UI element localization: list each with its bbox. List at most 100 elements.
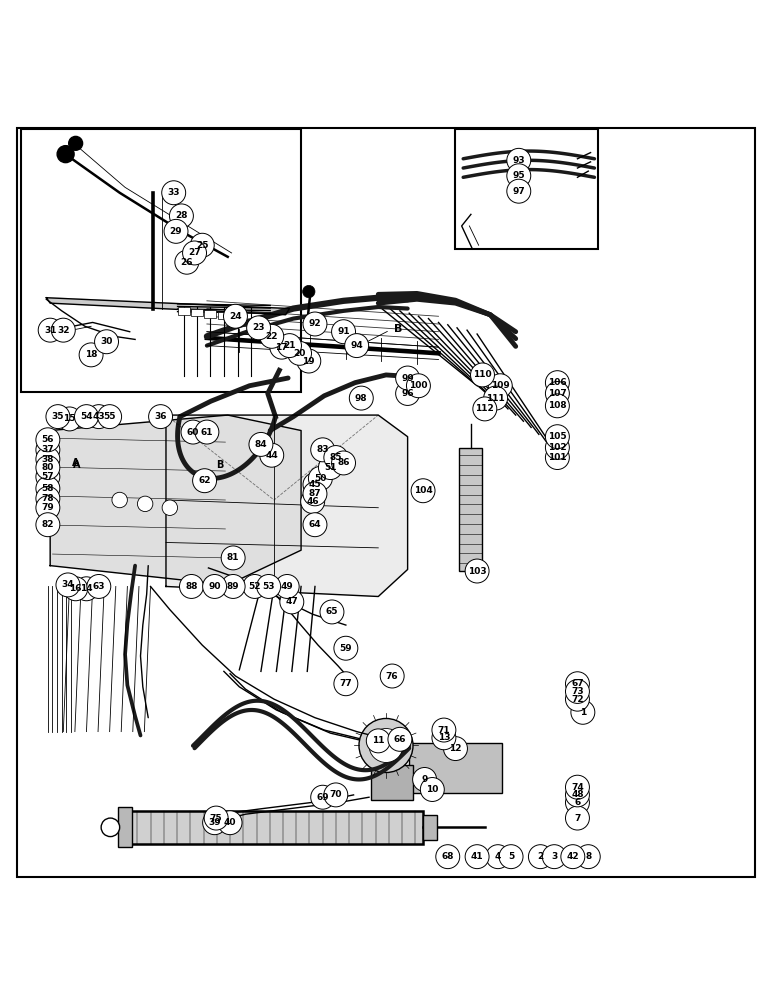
Text: 91: 91 [337,327,350,336]
Text: 66: 66 [394,735,406,744]
Circle shape [303,513,327,537]
Circle shape [483,386,508,410]
Text: 25: 25 [196,241,208,250]
Circle shape [202,574,227,598]
Circle shape [101,818,120,837]
Circle shape [221,574,245,598]
Circle shape [472,397,497,421]
Text: 101: 101 [548,453,567,462]
Circle shape [528,845,553,869]
Text: 94: 94 [350,341,363,350]
Text: 14: 14 [80,584,93,593]
Circle shape [303,312,327,336]
Text: 50: 50 [314,474,327,483]
Circle shape [162,500,178,515]
Circle shape [36,438,59,462]
Text: 57: 57 [42,472,54,481]
Circle shape [545,436,569,459]
Circle shape [545,394,569,418]
Circle shape [488,374,512,398]
Text: 60: 60 [187,428,199,437]
Circle shape [164,219,188,243]
Text: 96: 96 [401,389,414,398]
Text: 44: 44 [266,451,278,460]
Circle shape [470,363,494,387]
Circle shape [86,574,111,598]
Text: 2: 2 [537,852,543,861]
Text: 90: 90 [208,582,221,591]
Bar [423,815,437,840]
Text: 69: 69 [317,793,329,802]
Text: 82: 82 [42,520,54,529]
Circle shape [247,316,271,340]
Circle shape [36,476,59,500]
Bar [118,807,132,847]
Bar [21,129,301,392]
Circle shape [169,204,193,228]
Text: 4: 4 [495,852,501,861]
Circle shape [545,425,569,449]
Circle shape [465,559,489,583]
Text: 83: 83 [317,445,329,454]
Text: 29: 29 [170,227,182,236]
Text: 1: 1 [580,708,586,717]
Text: 79: 79 [42,503,54,512]
Circle shape [432,726,455,750]
Text: 20: 20 [293,349,306,358]
Circle shape [69,136,83,150]
Text: 53: 53 [262,582,275,591]
Text: 21: 21 [283,341,296,350]
Text: 64: 64 [309,520,321,529]
Circle shape [162,181,185,205]
Text: A: A [72,458,80,468]
Circle shape [270,335,293,359]
Text: 89: 89 [227,582,239,591]
Circle shape [395,366,420,390]
Circle shape [63,577,87,601]
Text: 17: 17 [276,343,288,352]
Text: 111: 111 [486,394,505,403]
Text: 7: 7 [574,814,581,823]
Text: 106: 106 [548,378,567,387]
Text: 48: 48 [571,790,584,799]
Text: 26: 26 [181,258,193,267]
Circle shape [349,386,374,410]
Text: 36: 36 [154,412,167,421]
Circle shape [74,577,98,601]
Circle shape [435,845,459,869]
Circle shape [420,778,445,801]
Circle shape [323,446,347,470]
Bar [178,307,190,315]
Text: 103: 103 [468,567,486,576]
Circle shape [242,574,266,598]
Text: 27: 27 [188,248,201,257]
Text: 45: 45 [309,480,321,489]
Circle shape [565,806,590,830]
Text: 67: 67 [571,679,584,688]
Circle shape [565,687,590,711]
Text: 22: 22 [266,332,278,341]
Text: 49: 49 [281,582,293,591]
Text: 54: 54 [80,412,93,421]
Circle shape [310,785,334,809]
Circle shape [97,405,121,429]
Text: 31: 31 [44,326,56,335]
Text: 24: 24 [229,312,242,321]
Circle shape [576,845,601,869]
Circle shape [545,371,569,395]
Text: 109: 109 [491,381,510,390]
Text: 80: 80 [42,463,54,472]
Text: 41: 41 [471,852,483,861]
Text: 51: 51 [324,463,337,472]
Text: 35: 35 [52,412,64,421]
Text: 95: 95 [513,171,525,180]
Circle shape [148,405,172,429]
Text: 65: 65 [326,607,338,616]
Circle shape [310,438,334,462]
Text: 30: 30 [100,337,113,346]
Circle shape [331,320,355,344]
Circle shape [51,318,76,342]
Circle shape [303,473,327,497]
Bar [455,129,598,249]
Text: 39: 39 [208,818,221,827]
